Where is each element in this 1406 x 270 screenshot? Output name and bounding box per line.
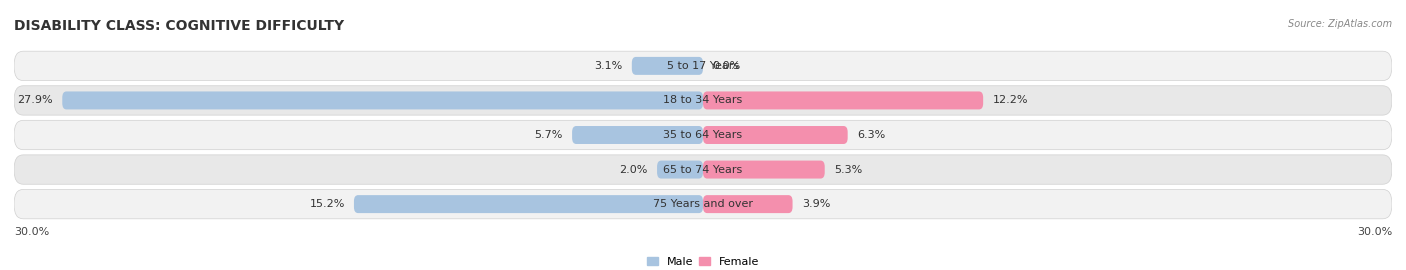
FancyBboxPatch shape <box>703 92 983 109</box>
Text: 3.1%: 3.1% <box>595 61 623 71</box>
FancyBboxPatch shape <box>14 120 1392 150</box>
Text: DISABILITY CLASS: COGNITIVE DIFFICULTY: DISABILITY CLASS: COGNITIVE DIFFICULTY <box>14 19 344 33</box>
Text: 6.3%: 6.3% <box>856 130 886 140</box>
Text: 15.2%: 15.2% <box>309 199 344 209</box>
Text: Source: ZipAtlas.com: Source: ZipAtlas.com <box>1288 19 1392 29</box>
FancyBboxPatch shape <box>703 126 848 144</box>
Text: 5.3%: 5.3% <box>834 164 862 175</box>
FancyBboxPatch shape <box>62 92 703 109</box>
Text: 3.9%: 3.9% <box>801 199 830 209</box>
Text: 75 Years and over: 75 Years and over <box>652 199 754 209</box>
FancyBboxPatch shape <box>657 161 703 178</box>
Text: 18 to 34 Years: 18 to 34 Years <box>664 95 742 106</box>
Text: 35 to 64 Years: 35 to 64 Years <box>664 130 742 140</box>
Text: 27.9%: 27.9% <box>17 95 53 106</box>
Text: 12.2%: 12.2% <box>993 95 1028 106</box>
Text: 5.7%: 5.7% <box>534 130 562 140</box>
Text: 2.0%: 2.0% <box>620 164 648 175</box>
Legend: Male, Female: Male, Female <box>643 252 763 270</box>
FancyBboxPatch shape <box>631 57 703 75</box>
FancyBboxPatch shape <box>703 195 793 213</box>
FancyBboxPatch shape <box>703 161 825 178</box>
Text: 5 to 17 Years: 5 to 17 Years <box>666 61 740 71</box>
Text: 65 to 74 Years: 65 to 74 Years <box>664 164 742 175</box>
FancyBboxPatch shape <box>354 195 703 213</box>
Text: 0.0%: 0.0% <box>713 61 741 71</box>
FancyBboxPatch shape <box>14 190 1392 219</box>
FancyBboxPatch shape <box>14 86 1392 115</box>
FancyBboxPatch shape <box>14 51 1392 80</box>
Text: 30.0%: 30.0% <box>1357 227 1392 237</box>
FancyBboxPatch shape <box>572 126 703 144</box>
Text: 30.0%: 30.0% <box>14 227 49 237</box>
FancyBboxPatch shape <box>14 155 1392 184</box>
